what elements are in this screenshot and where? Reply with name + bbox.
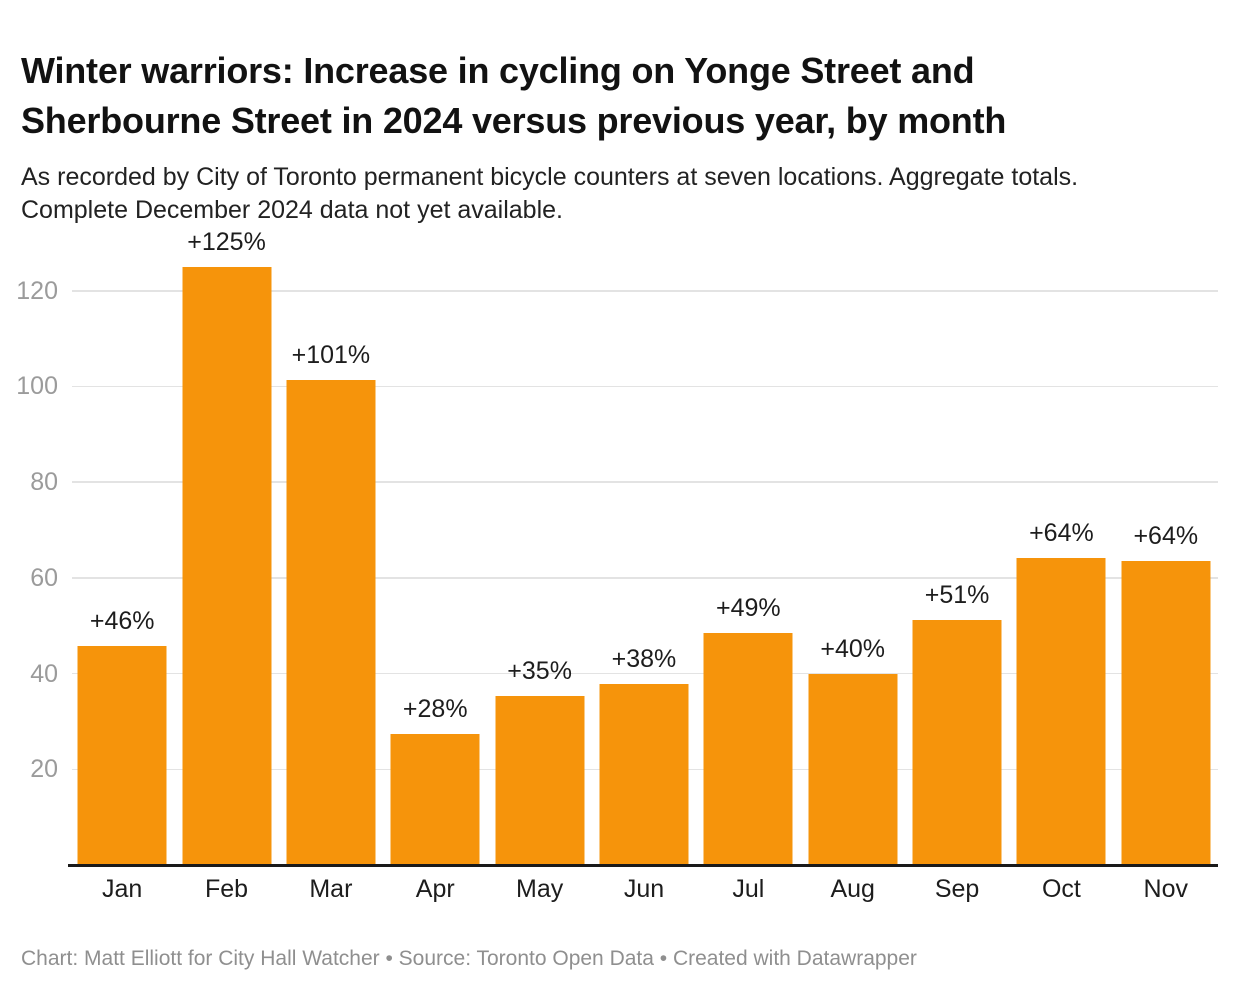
x-axis-tick-label: Jun bbox=[623, 875, 665, 903]
bar-slot: +51% bbox=[905, 230, 1009, 865]
chart-description: As recorded by City of Toronto permanent… bbox=[21, 163, 1079, 224]
chart-credit: Chart: Matt Elliott for City Hall Watche… bbox=[21, 947, 917, 970]
bar-slot: +49% bbox=[696, 230, 800, 865]
y-gridline bbox=[72, 672, 1218, 675]
bar-slot: +64% bbox=[1114, 230, 1218, 865]
bar-slot: +35% bbox=[487, 230, 591, 865]
x-axis-tick-label: Apr bbox=[415, 875, 455, 903]
y-axis-tick-label: 40 bbox=[30, 659, 58, 688]
bar-slot: +125% bbox=[174, 227, 278, 865]
bars-container: +46% +125% +101% +28% +35% +38% +49% +40% +51% +6… bbox=[70, 227, 1218, 865]
bar-value-label: +35% bbox=[507, 657, 572, 686]
bar bbox=[912, 620, 1002, 865]
bar bbox=[77, 645, 167, 865]
x-axis-line bbox=[68, 864, 1218, 867]
bar-value-label: +125% bbox=[187, 227, 266, 256]
bar-slot: +64% bbox=[1009, 230, 1113, 865]
y-axis-tick-label: 120 bbox=[16, 276, 58, 305]
bar-slot: +28% bbox=[383, 230, 487, 865]
bar bbox=[599, 683, 689, 865]
bar bbox=[808, 674, 898, 865]
bar bbox=[495, 696, 585, 865]
bar-value-label: +101% bbox=[291, 340, 371, 369]
bar-value-label: +40% bbox=[820, 635, 886, 664]
x-axis-tick-label: Feb bbox=[204, 875, 249, 903]
bar-value-label: +64% bbox=[1029, 518, 1094, 547]
y-gridline bbox=[72, 290, 1218, 292]
y-gridline bbox=[72, 385, 1218, 388]
bar-slot: +101% bbox=[279, 230, 383, 865]
bar-value-label: +64% bbox=[1133, 522, 1199, 551]
bar-value-label: +51% bbox=[924, 581, 990, 609]
x-axis-tick-label: Nov bbox=[1143, 875, 1188, 903]
bar-value-label: +38% bbox=[611, 644, 677, 673]
bar-slot: +38% bbox=[592, 230, 696, 865]
y-gridline bbox=[72, 481, 1218, 483]
x-axis-tick-label: Jul bbox=[732, 875, 765, 903]
x-axis-tick-label: Jan bbox=[102, 875, 143, 903]
x-axis-tick-label: May bbox=[516, 875, 564, 903]
y-axis-tick-label: 60 bbox=[30, 563, 58, 592]
bar-value-label: +49% bbox=[716, 594, 781, 623]
y-axis-tick-label: 100 bbox=[16, 372, 58, 401]
plot-area: 20 40 60 80 100 120 +46% +125% +101% +28% +35% +38%… bbox=[16, 227, 1218, 865]
x-axis-tick-label: Mar bbox=[309, 875, 353, 903]
y-gridline bbox=[72, 577, 1218, 579]
bar bbox=[1121, 561, 1211, 865]
bar bbox=[703, 633, 793, 865]
x-axis-tick-label: Sep bbox=[934, 875, 980, 903]
x-axis-labels: Jan Feb Mar Apr May Jun Jul Aug Sep Oct Nov bbox=[70, 874, 1218, 904]
bar-value-label: +46% bbox=[89, 606, 155, 635]
y-axis-tick-label: 20 bbox=[30, 755, 58, 784]
x-axis-tick-label: Oct bbox=[1041, 875, 1081, 903]
bar-slot: +46% bbox=[70, 230, 174, 865]
chart-title: Winter warriors: Increase in cycling on … bbox=[21, 50, 1007, 142]
bar-slot: +40% bbox=[801, 230, 905, 865]
y-axis-tick-label: 80 bbox=[30, 468, 58, 497]
bar bbox=[390, 733, 480, 865]
bar bbox=[182, 266, 272, 865]
bar bbox=[286, 379, 376, 865]
bar-value-label: +28% bbox=[402, 694, 468, 723]
bar bbox=[1016, 557, 1106, 865]
x-axis-tick-label: Aug bbox=[830, 875, 875, 903]
